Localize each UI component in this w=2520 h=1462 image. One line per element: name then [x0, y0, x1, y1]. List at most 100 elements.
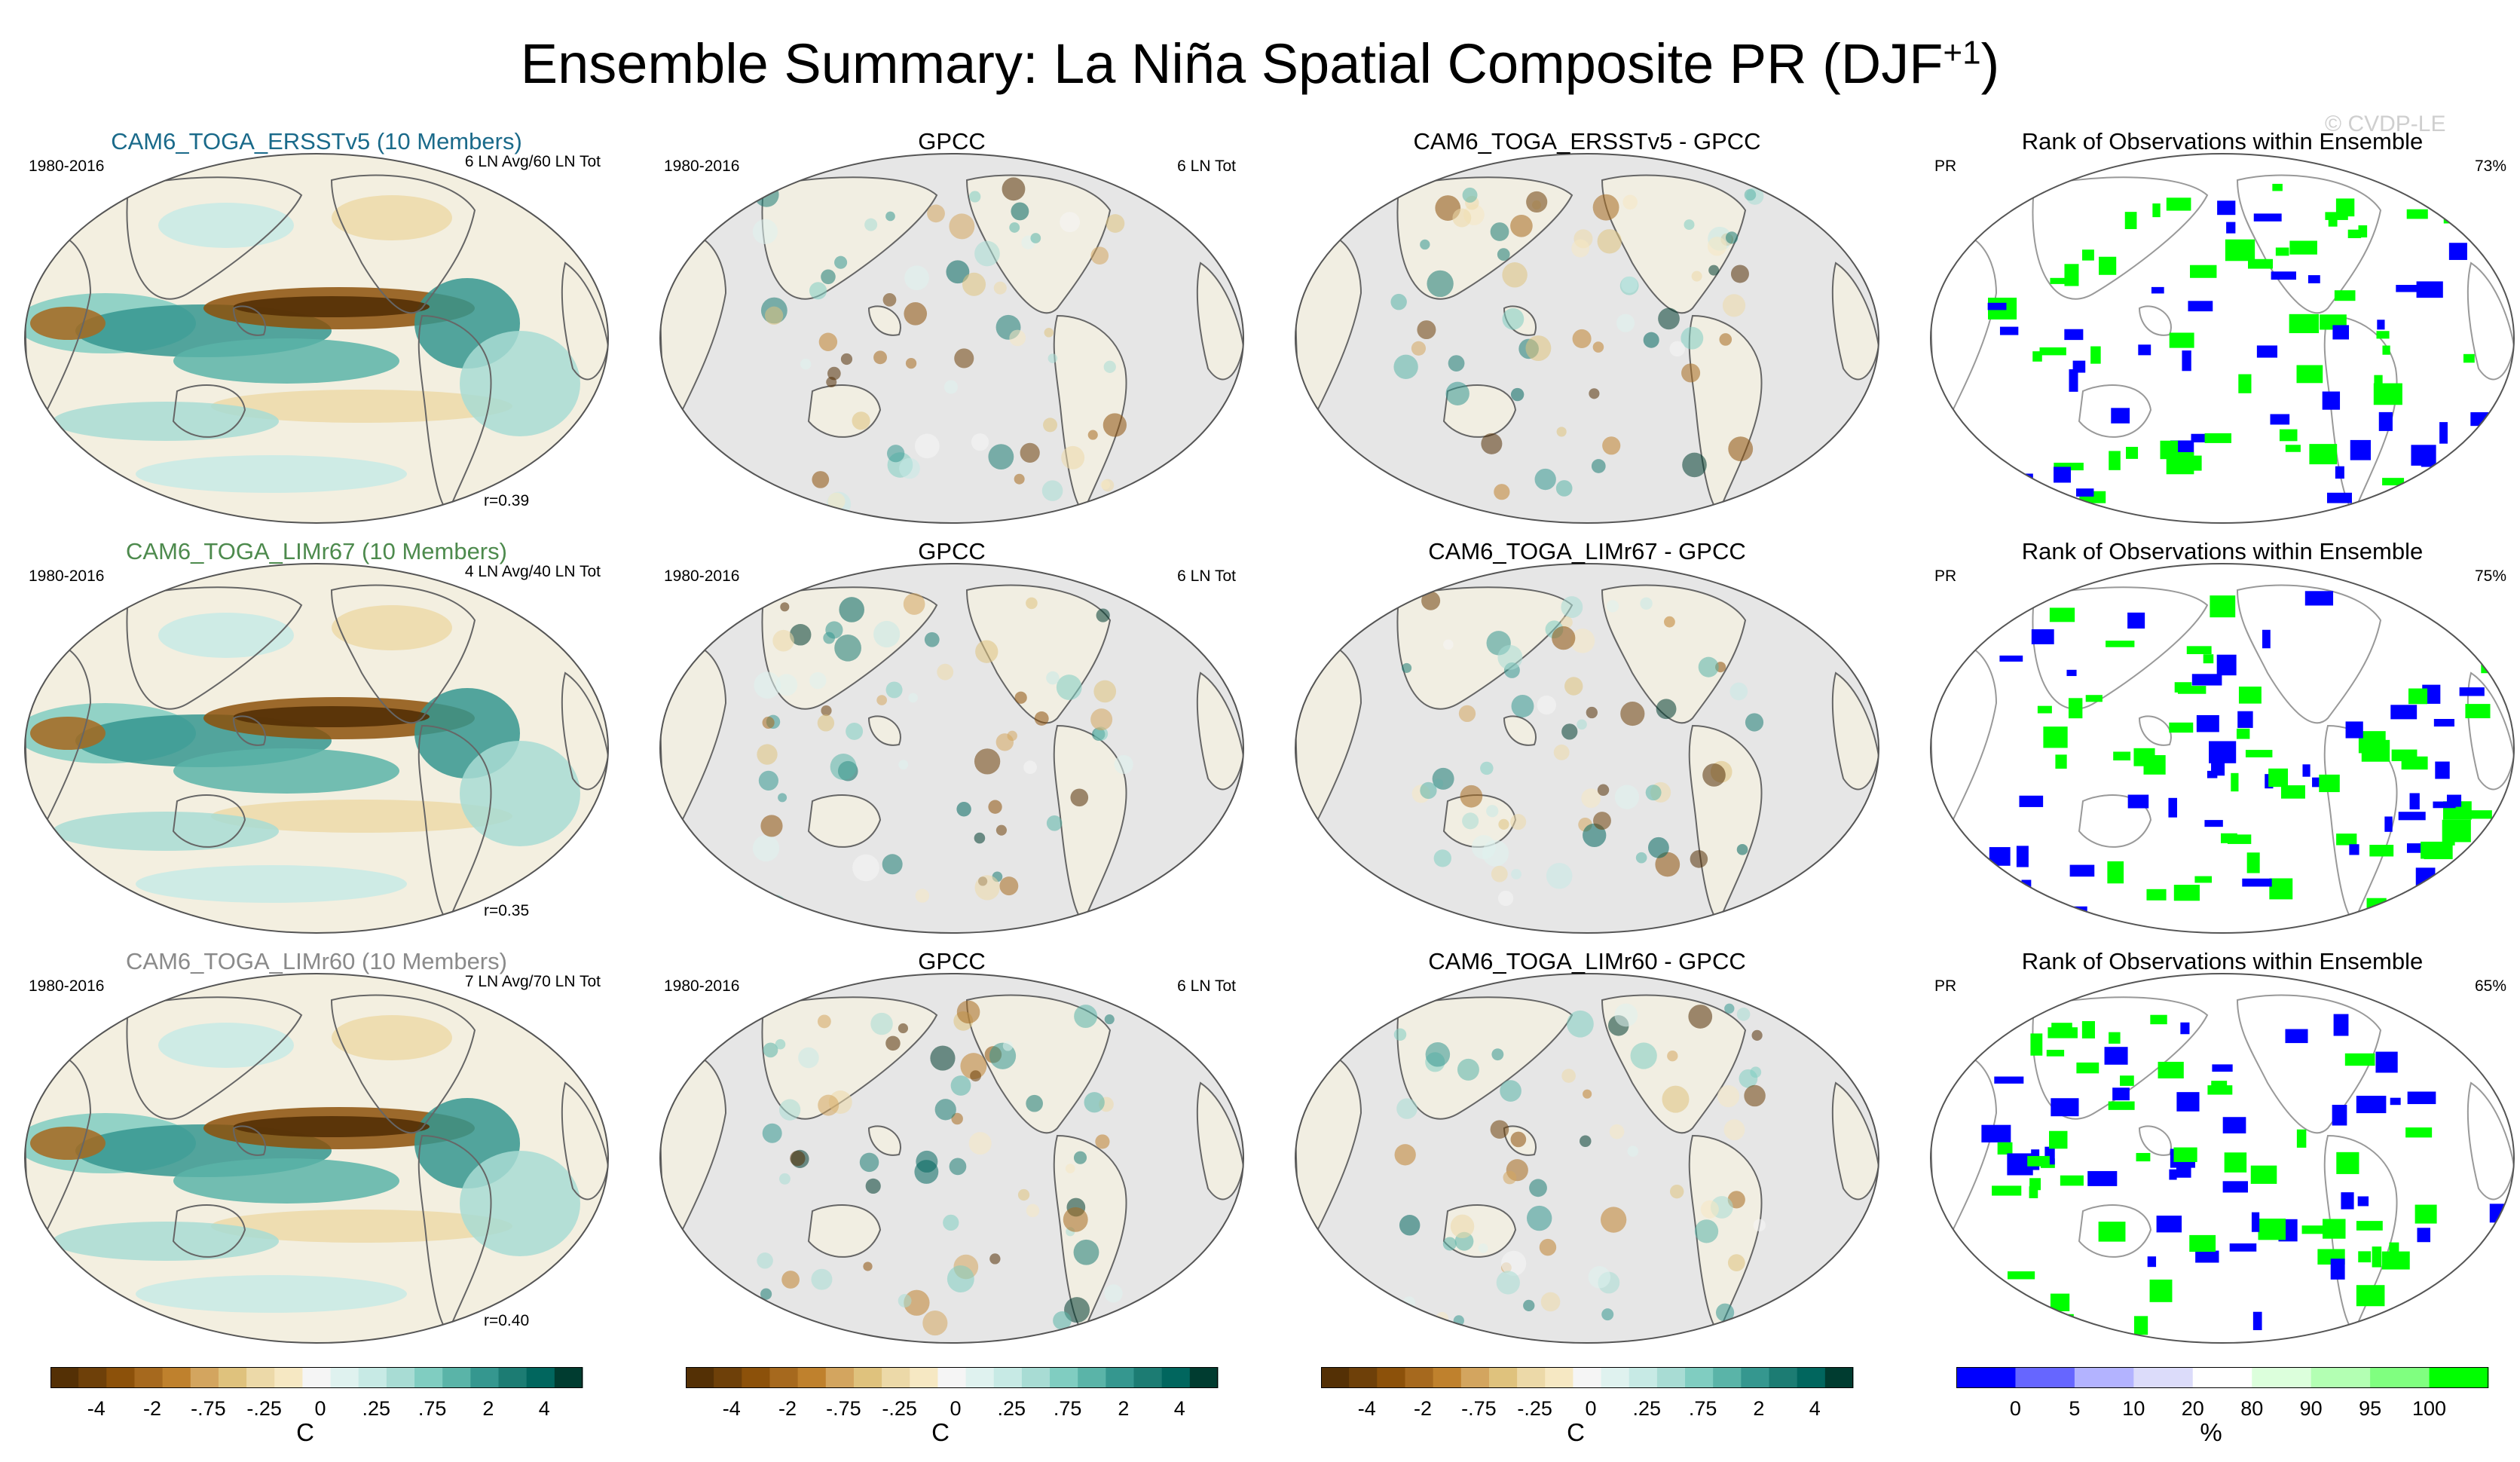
field-anomaly: [1411, 341, 1427, 356]
field-anomaly: [789, 623, 812, 646]
colorbar-swatch: [1769, 1367, 1798, 1388]
colorbar-swatch: [742, 1367, 770, 1388]
colorbar-swatch: [386, 1367, 415, 1388]
colorbar-swatch: [882, 1367, 910, 1388]
field-anomaly: [839, 597, 864, 622]
colorbar-swatch: [2074, 1367, 2134, 1388]
field-anomaly: [158, 1023, 294, 1068]
field-anomaly: [852, 411, 870, 430]
rank-cell: [2334, 290, 2356, 301]
continent-outline: [561, 1081, 608, 1200]
field-anomaly: [1103, 360, 1116, 373]
rank-cell: [2085, 695, 2103, 702]
field-anomaly: [1053, 1311, 1072, 1330]
field-anomaly: [1681, 326, 1704, 350]
field-anomaly: [1026, 1204, 1040, 1218]
panel-title: CAM6_TOGA_LIMr60 (10 Members): [126, 948, 507, 974]
field-anomaly: [460, 1151, 580, 1256]
field-anomaly: [1728, 436, 1754, 462]
continent-outline: [1196, 1081, 1243, 1200]
rank-cell: [2127, 794, 2149, 809]
map-plot: [659, 973, 1244, 1344]
rank-cell: [2143, 755, 2166, 775]
colorbar-tick-label: 20: [2181, 1397, 2204, 1420]
field-anomaly: [1490, 1120, 1509, 1139]
field-anomaly: [1589, 388, 1600, 399]
field-anomaly: [1017, 1188, 1030, 1201]
field-anomaly: [1750, 1066, 1762, 1078]
panel-correlation: r=0.35: [484, 902, 530, 919]
field-anomaly: [882, 292, 897, 307]
field-anomaly: [1087, 430, 1098, 440]
rank-cell: [2459, 687, 2485, 696]
field-anomaly: [1681, 363, 1701, 383]
field-anomaly: [1561, 1069, 1576, 1083]
field-anomaly: [1026, 1094, 1043, 1112]
colorbar-tick-label: -.25: [882, 1397, 917, 1420]
rank-cell: [2242, 878, 2272, 887]
field-anomaly: [1723, 1119, 1745, 1141]
rank-cell: [2417, 1228, 2430, 1243]
rank-cell: [2064, 329, 2084, 341]
rank-cell: [2482, 183, 2510, 194]
field-anomaly: [211, 1210, 512, 1243]
panel-right-label: 73%: [2474, 158, 2506, 175]
rank-cell: [2151, 286, 2164, 294]
colorbar-frame: [50, 1367, 583, 1388]
continent-outline: [2078, 1204, 2152, 1258]
field-anomaly: [1614, 1003, 1638, 1027]
field-anomaly: [1462, 187, 1478, 203]
field-anomaly: [1581, 788, 1601, 809]
field-anomaly: [830, 754, 857, 780]
field-anomaly: [1600, 1207, 1627, 1233]
field-anomaly: [1491, 1048, 1504, 1061]
field-anomaly: [1011, 202, 1029, 221]
field-anomaly: [1667, 1051, 1678, 1062]
field-anomaly: [937, 663, 954, 681]
rank-cell: [2222, 1181, 2248, 1193]
panel-right-label: 7 LN Avg/70 LN Tot: [464, 973, 601, 990]
rank-cell: [2480, 1249, 2497, 1265]
rank-cell: [2391, 749, 2418, 762]
rank-cell: [2378, 411, 2393, 431]
field-anomaly: [1662, 1085, 1690, 1113]
field-anomaly: [1486, 805, 1499, 818]
field-anomaly: [1056, 674, 1082, 700]
rank-cell: [2482, 1289, 2508, 1299]
rank-cell: [2196, 714, 2219, 733]
field-anomaly-core: [234, 1116, 430, 1137]
colorbar-tick-label: -.75: [826, 1397, 861, 1420]
continent-outline: [761, 176, 938, 300]
field-anomaly: [1540, 1292, 1561, 1312]
field-anomaly: [1096, 608, 1110, 622]
field-anomaly: [1564, 677, 1583, 696]
rank-cell: [2406, 209, 2428, 219]
field-anomaly: [53, 402, 279, 441]
colorbar-swatch: [162, 1367, 191, 1388]
colorbar-tick-label: .25: [362, 1397, 391, 1420]
field-anomaly: [1064, 1297, 1090, 1323]
colorbar-tick-label: 0: [950, 1397, 962, 1420]
field-anomaly: [778, 793, 788, 803]
field-anomaly: [818, 1094, 839, 1116]
rank-cell: [2147, 1256, 2157, 1268]
panel-title: CAM6_TOGA_LIMr67 - GPCC: [1428, 538, 1746, 564]
field-anomaly: [904, 265, 929, 291]
rank-cell: [2069, 864, 2095, 877]
field-anomaly: [1044, 328, 1054, 338]
field-anomaly: [876, 695, 888, 705]
field-anomaly: [754, 182, 779, 207]
colorbar-swatch: [965, 1367, 995, 1388]
rank-cell: [2304, 591, 2334, 606]
colorbar-swatch: [714, 1367, 742, 1388]
rank-cell: [2465, 704, 2491, 719]
rank-cell: [2253, 213, 2282, 222]
field-anomaly: [811, 1268, 833, 1290]
rank-cell: [2356, 1285, 2385, 1307]
rank-cell: [2031, 629, 2054, 644]
field-anomaly: [834, 634, 861, 662]
colorbar-swatch: [1078, 1367, 1106, 1388]
rank-cell: [2435, 761, 2450, 779]
field-anomaly: [173, 748, 399, 794]
map-border: [659, 973, 1244, 1344]
